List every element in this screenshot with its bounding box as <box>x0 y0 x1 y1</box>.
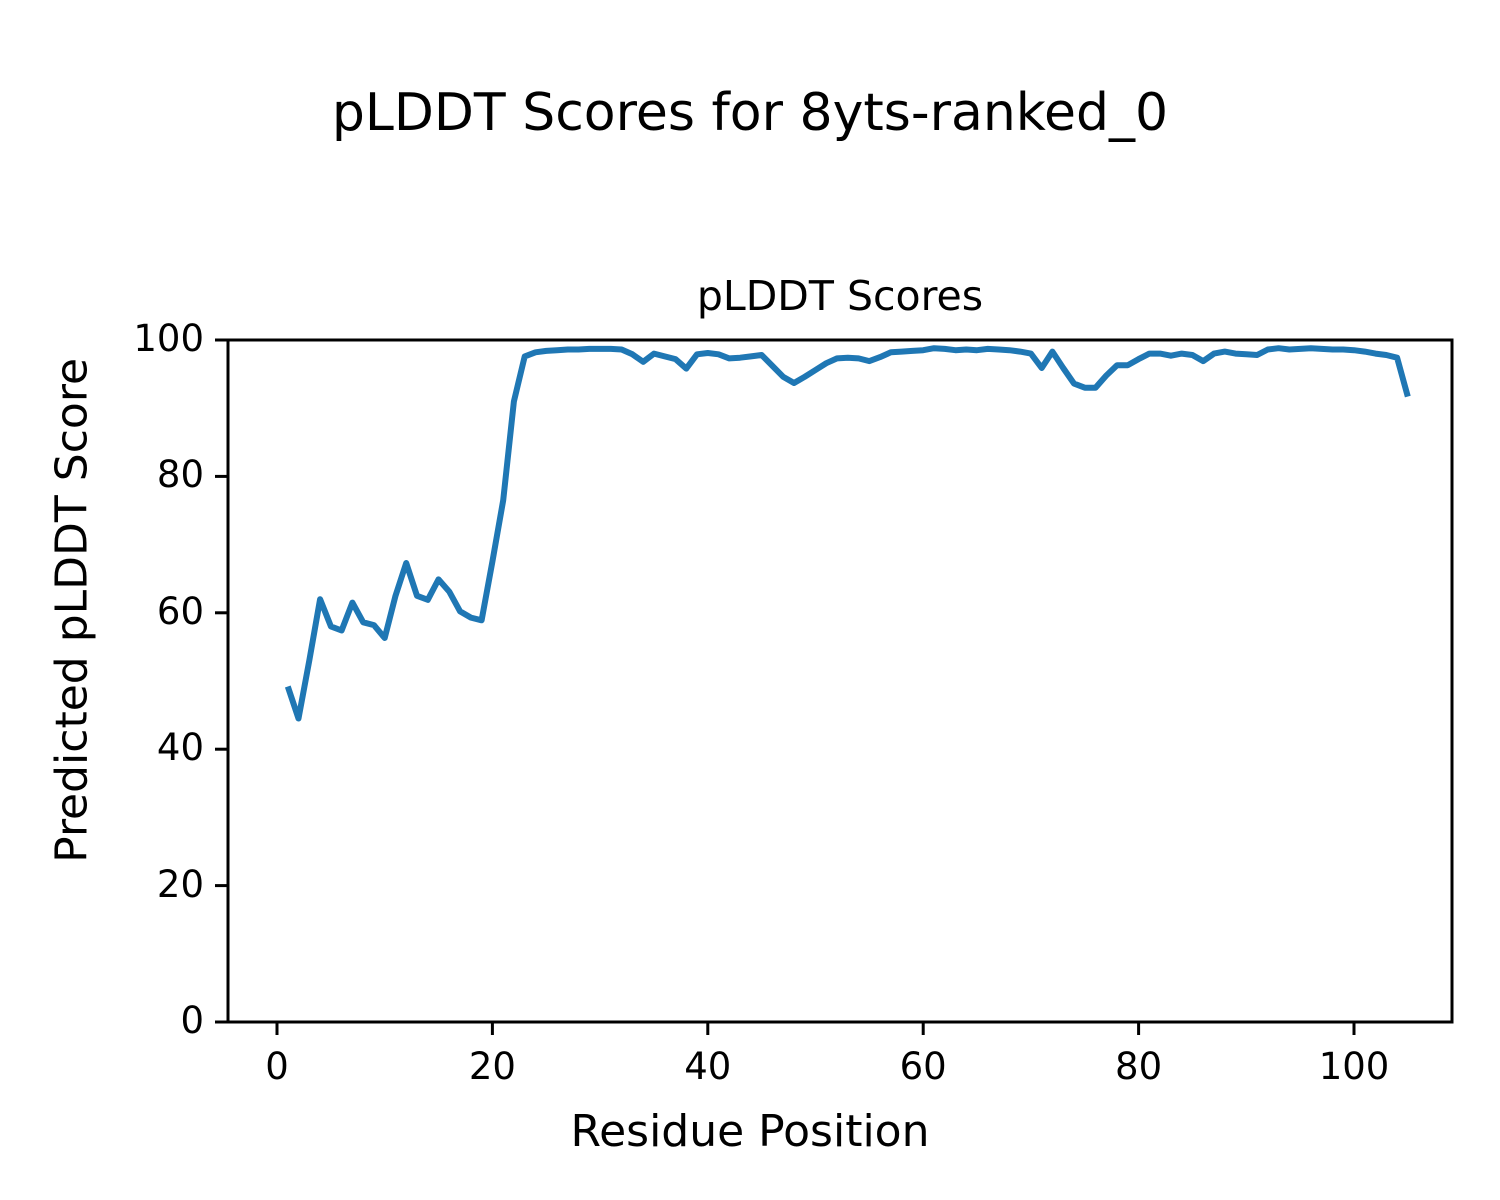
y-tick-label: 20 <box>156 862 204 906</box>
y-tick-label: 0 <box>180 999 204 1042</box>
y-tick-label: 40 <box>156 726 204 770</box>
y-tick-label: 100 <box>133 317 204 360</box>
x-tick-label: 20 <box>468 1045 516 1088</box>
x-tick-label: 100 <box>1318 1045 1390 1088</box>
axes-spines <box>226 338 1454 1024</box>
figure-title: pLDDT Scores for 8yts-ranked_0 <box>331 83 1169 143</box>
x-tick-label: 40 <box>684 1045 732 1088</box>
axes-title: pLDDT Scores <box>696 272 984 320</box>
x-tick-label: 80 <box>1115 1045 1163 1088</box>
x-tick-label: 0 <box>265 1045 289 1088</box>
y-tick-label: 80 <box>156 453 204 497</box>
x-axis-label: Residue Position <box>570 1106 930 1157</box>
x-tick-label: 60 <box>899 1045 947 1088</box>
y-tick-label: 60 <box>156 589 204 633</box>
plddt-line <box>284 345 1411 722</box>
